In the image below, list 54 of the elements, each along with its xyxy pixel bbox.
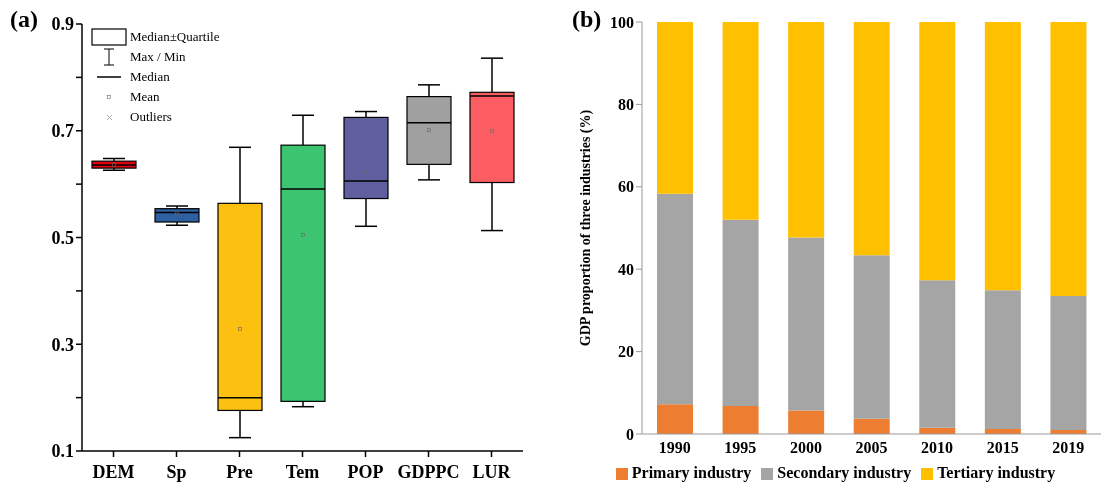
- bar: [919, 22, 956, 281]
- y-tick-label: 0.5: [51, 227, 74, 248]
- chart-title: (a): [10, 6, 38, 33]
- y-tick-label: 40: [618, 260, 634, 278]
- annotation: Mean: [130, 89, 161, 105]
- bar: [722, 22, 759, 220]
- bar: [788, 237, 825, 411]
- bar: [853, 418, 890, 434]
- annotation: Max / Min: [130, 49, 187, 65]
- y-tick-label: 0.9: [51, 14, 74, 35]
- x-tick-label: DEM: [92, 461, 135, 482]
- legend-label: Tertiary industry: [937, 464, 1056, 481]
- bar: [657, 22, 693, 194]
- x-tick-label: GDPPC: [397, 461, 460, 482]
- annotation: Median: [130, 69, 171, 85]
- x-tick-label: 2005: [855, 439, 888, 457]
- x-tick-label: 1990: [658, 439, 691, 457]
- bar: [919, 280, 956, 428]
- x-tick-label: 2010: [921, 439, 954, 457]
- chart-title: (b): [572, 6, 602, 33]
- x-tick-label: 2000: [789, 439, 822, 457]
- annotation: Median±Quartile: [130, 29, 220, 45]
- bar: [853, 255, 890, 419]
- x-tick-label: Tem: [285, 461, 320, 482]
- y-tick-label: 0: [626, 425, 634, 443]
- x-tick-label: 2015: [986, 439, 1019, 457]
- y-tick-label: 0.1: [51, 441, 74, 462]
- bar: [853, 22, 890, 256]
- bar: [657, 404, 693, 434]
- bar: [984, 22, 1021, 291]
- x-tick-label: Pre: [226, 461, 253, 482]
- bar: [657, 193, 693, 405]
- bar: [1050, 295, 1087, 430]
- x-tick-label: 2019: [1052, 439, 1085, 457]
- legend-label: Primary industry: [631, 464, 752, 481]
- bar: [788, 410, 825, 434]
- y-tick-label: 0.3: [51, 334, 74, 355]
- y-tick-label: 20: [618, 343, 634, 361]
- bar: [788, 22, 825, 238]
- legend-label: Secondary industry: [777, 464, 912, 481]
- y-tick-label: 60: [618, 178, 634, 196]
- x-tick-label: POP: [347, 461, 384, 482]
- x-tick-label: Sp: [166, 461, 187, 482]
- y-axis-title: GDP proportion of three industries (%): [577, 109, 594, 347]
- x-tick-label: 1995: [724, 439, 757, 457]
- annotation: Outliers: [130, 109, 173, 125]
- y-tick-label: 100: [610, 13, 634, 31]
- bar: [722, 219, 759, 406]
- bar: [984, 290, 1021, 430]
- y-tick-label: 80: [618, 96, 634, 114]
- bar: [1050, 22, 1087, 296]
- bar: [722, 405, 759, 434]
- x-tick-label: LUR: [472, 461, 512, 482]
- y-tick-label: 0.7: [51, 121, 74, 142]
